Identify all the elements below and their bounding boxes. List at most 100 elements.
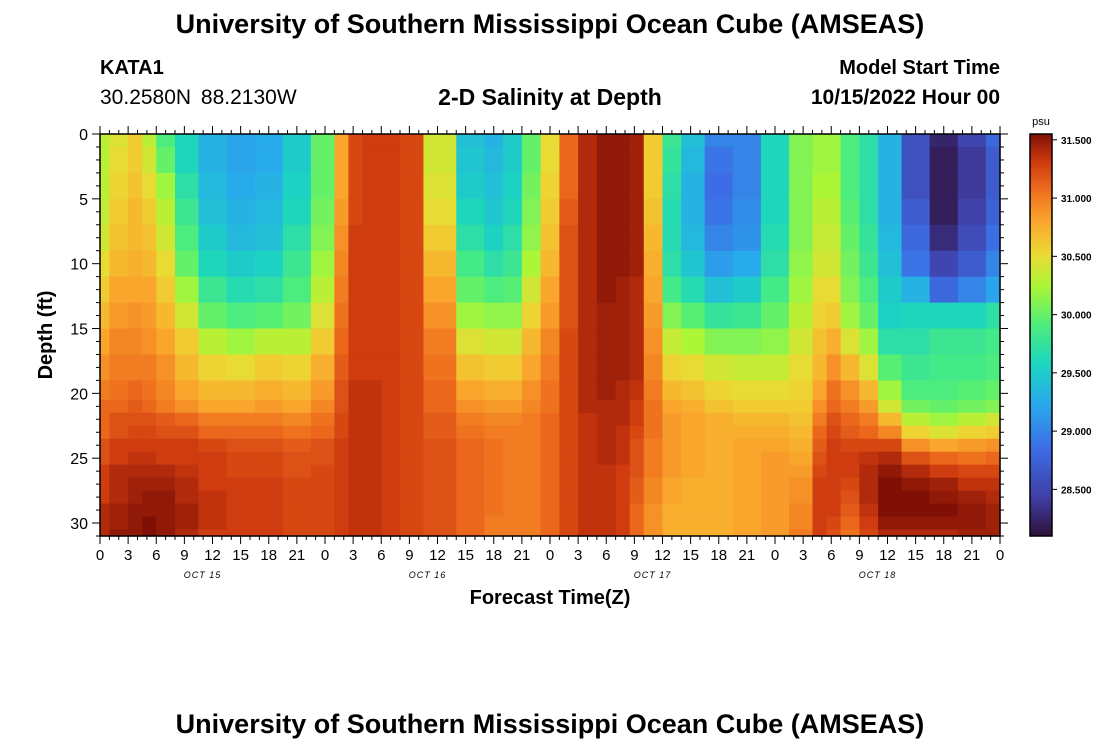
heatmap-cell xyxy=(732,328,762,356)
heatmap-cell xyxy=(381,464,401,479)
heatmap-cell xyxy=(704,438,734,453)
heatmap-cell xyxy=(362,412,382,427)
heatmap-cell xyxy=(732,198,762,226)
heatmap-cell xyxy=(521,490,542,505)
heatmap-cell xyxy=(704,328,734,356)
heatmap-cell xyxy=(254,146,284,174)
heatmap-cell xyxy=(100,490,110,505)
heatmap-cell xyxy=(901,302,931,330)
chart-subtitle: 2-D Salinity at Depth xyxy=(438,84,662,110)
heatmap-cell xyxy=(198,198,228,226)
heatmap-cell xyxy=(142,490,157,505)
heatmap-cell xyxy=(732,503,762,518)
heatmap-cell xyxy=(859,134,879,148)
heatmap-cell xyxy=(826,172,842,200)
heatmap-cell xyxy=(643,146,664,174)
heatmap-cell xyxy=(540,380,560,401)
heatmap-cell xyxy=(859,146,879,174)
heatmap-cell xyxy=(559,146,579,174)
heatmap-cell xyxy=(423,250,457,278)
heatmap-cell xyxy=(100,516,110,531)
heatmap-cell xyxy=(456,250,485,278)
heatmap-cell xyxy=(596,438,617,453)
heatmap-cell xyxy=(521,380,542,401)
heatmap-cell xyxy=(760,503,790,518)
heatmap-cell xyxy=(128,477,143,492)
heatmap-cell xyxy=(109,399,129,414)
heatmap-cell xyxy=(760,250,790,278)
heatmap-cell xyxy=(521,276,542,304)
heatmap-cell xyxy=(559,172,579,200)
heatmap-cell xyxy=(578,172,598,200)
heatmap-cell xyxy=(859,399,879,414)
heatmap-cell xyxy=(282,412,312,427)
heatmap-cell xyxy=(381,516,401,531)
heatmap-cell xyxy=(109,354,129,381)
heatmap-cell xyxy=(859,451,879,466)
heatmap-cell xyxy=(662,425,682,440)
heatmap-cell xyxy=(282,516,312,531)
heatmap-cell xyxy=(760,477,790,492)
heatmap-cell xyxy=(985,302,1001,330)
heatmap-cell xyxy=(985,503,1001,518)
heatmap-cell xyxy=(859,224,879,252)
heatmap-cell xyxy=(484,302,504,330)
heatmap-cell xyxy=(629,490,645,505)
heatmap-cell xyxy=(400,134,425,148)
heatmap-cell xyxy=(901,146,931,174)
heatmap-cell xyxy=(310,354,335,381)
x-tick-label: 18 xyxy=(710,547,727,564)
heatmap-cell xyxy=(128,380,143,401)
heatmap-cell xyxy=(812,134,828,148)
heatmap-cell xyxy=(156,380,176,401)
heatmap-cell xyxy=(400,425,425,440)
heatmap-cell xyxy=(840,328,860,356)
heatmap-cell xyxy=(128,516,143,531)
heatmap-cell xyxy=(362,302,382,330)
heatmap-cell xyxy=(859,198,879,226)
heatmap-cell xyxy=(381,328,401,356)
heatmap-cell xyxy=(789,224,814,252)
heatmap-cell xyxy=(254,503,284,518)
heatmap-cell xyxy=(901,172,931,200)
heatmap-cell xyxy=(109,302,129,330)
heatmap-cell xyxy=(704,302,734,330)
heatmap-cell xyxy=(484,354,504,381)
heatmap-cell xyxy=(423,399,457,414)
heatmap-cell xyxy=(985,250,1001,278)
heatmap-cell xyxy=(704,425,734,440)
heatmap-cell xyxy=(226,354,256,381)
heatmap-cell xyxy=(596,380,617,401)
heatmap-cell xyxy=(812,399,828,414)
heatmap-cell xyxy=(348,328,364,356)
heatmap-cell xyxy=(559,503,579,518)
heatmap-cell xyxy=(596,224,617,252)
heatmap-cell xyxy=(175,250,200,278)
heatmap-cell xyxy=(615,146,631,174)
heatmap-cell xyxy=(521,516,542,531)
heatmap-cell xyxy=(540,224,560,252)
heatmap-cell xyxy=(362,380,382,401)
heatmap-cell xyxy=(423,503,457,518)
heatmap-cell xyxy=(142,503,157,518)
heatmap-cell xyxy=(348,276,364,304)
heatmap-cell xyxy=(826,380,842,401)
heatmap-cell xyxy=(503,529,523,537)
heatmap-cell xyxy=(503,172,523,200)
heatmap-cell xyxy=(348,477,364,492)
heatmap-cell xyxy=(789,250,814,278)
heatmap-cell xyxy=(559,276,579,304)
heatmap-cell xyxy=(456,529,485,537)
heatmap-cell xyxy=(503,477,523,492)
heatmap-cell xyxy=(310,464,335,479)
heatmap-cell xyxy=(254,399,284,414)
heatmap-cell xyxy=(929,146,959,174)
heatmap-cell xyxy=(484,490,504,505)
heatmap-cell xyxy=(985,451,1001,466)
heatmap-cell xyxy=(226,451,256,466)
heatmap-cell xyxy=(615,503,631,518)
heatmap-cell xyxy=(578,276,598,304)
heatmap-cell xyxy=(484,224,504,252)
heatmap-cell xyxy=(254,198,284,226)
heatmap-cell xyxy=(521,224,542,252)
